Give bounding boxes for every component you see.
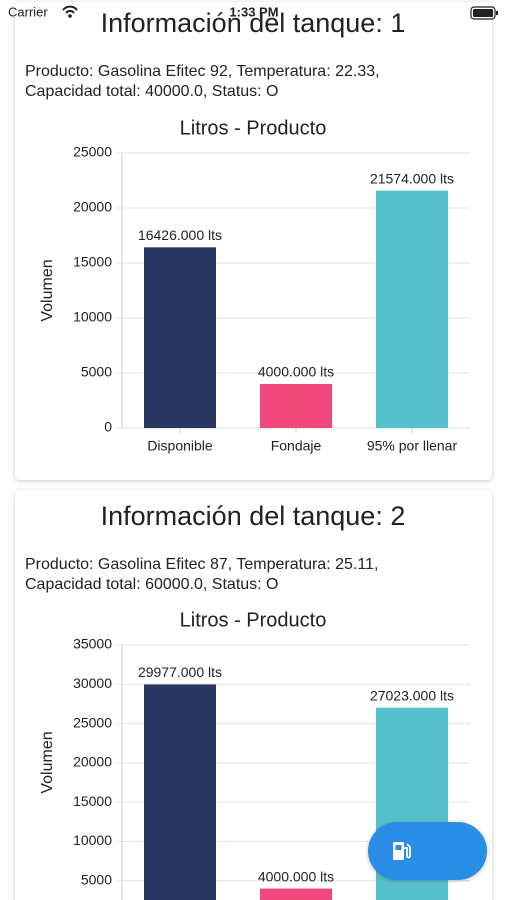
y-tick-label: 10000 (73, 309, 112, 325)
y-axis-label: Volumen (39, 731, 56, 793)
y-tick-label: 30000 (73, 675, 112, 691)
wifi-icon (62, 5, 78, 14)
carrier: Carrier (8, 4, 48, 19)
value-label: 16426.000 lts (138, 227, 222, 243)
chart-title: Litros - Producto (180, 117, 327, 139)
value-label: 21574.000 lts (370, 170, 454, 186)
card-title: Información del tanque: 2 (101, 501, 406, 531)
value-label: 4000.000 lts (258, 364, 334, 380)
card (15, 2, 492, 480)
bar (144, 247, 216, 428)
clock: 1:33 PM (229, 4, 278, 19)
bar (144, 684, 216, 900)
battery-icon (496, 11, 498, 15)
value-label: 29977.000 lts (138, 664, 222, 680)
y-tick-label: 10000 (73, 832, 112, 848)
y-tick-label: 20000 (73, 754, 112, 770)
card-title: Información del tanque: 1 (101, 8, 406, 38)
y-tick-label: 15000 (73, 793, 112, 809)
value-label: 4000.000 lts (258, 868, 334, 884)
y-tick-label: 15000 (73, 254, 112, 270)
y-tick-label: 25000 (73, 714, 112, 730)
fuel-icon (393, 842, 404, 860)
charts: Litros - Producto Volumen 0 5000 10000 15000 2… (39, 117, 470, 900)
fuel-icon (395, 845, 402, 850)
y-tick-label: 20000 (73, 199, 112, 215)
fuel-icon (404, 843, 411, 859)
card-info: Capacidad total: 60000.0, Status: O (25, 576, 279, 593)
y-tick-label: 5000 (81, 364, 112, 380)
fab-button[interactable] (368, 822, 487, 880)
bar (376, 190, 448, 428)
card (15, 490, 492, 900)
battery-icon (473, 9, 493, 17)
y-tick-label: 0 (104, 419, 112, 435)
x-tick-label: 95% por llenar (367, 438, 458, 454)
x-tick-label: Fondaje (271, 438, 322, 454)
battery-icon (470, 6, 496, 20)
wifi-icon (68, 14, 72, 18)
value-label: 27023.000 lts (370, 687, 454, 703)
card-info: Producto: Gasolina Efitec 92, Temperatur… (25, 63, 380, 80)
x-tick-label: Disponible (147, 438, 213, 454)
bar (260, 384, 332, 428)
y-tick-label: 35000 (73, 636, 112, 652)
chart-title: Litros - Producto (180, 609, 327, 631)
card-info: Capacidad total: 40000.0, Status: O (25, 83, 279, 100)
y-axis-label: Volumen (39, 259, 56, 321)
y-tick-label: 25000 (73, 144, 112, 160)
bar (260, 888, 332, 900)
card-info: Producto: Gasolina Efitec 87, Temperatur… (25, 556, 378, 573)
y-tick-label: 5000 (81, 871, 112, 887)
fab[interactable] (368, 822, 487, 880)
